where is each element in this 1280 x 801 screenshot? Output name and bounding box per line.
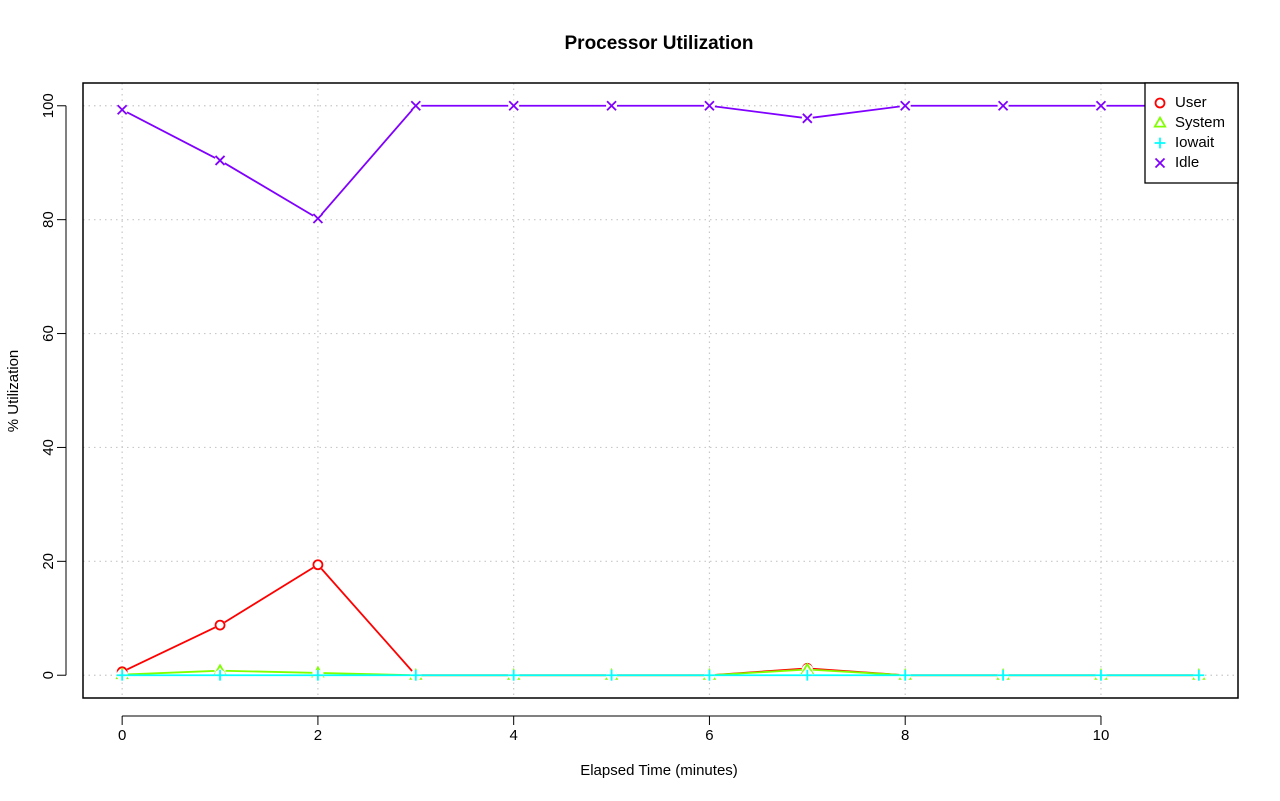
- legend-marker-system: [1153, 115, 1167, 128]
- x-tick-label: 10: [1093, 727, 1110, 744]
- data-point-user: [214, 619, 226, 631]
- data-point-iowait: [899, 669, 911, 681]
- y-axis: 0 20 40 60 80 100: [40, 93, 67, 679]
- x-tick-label: 0: [118, 727, 126, 744]
- legend-marker-iowait: [1154, 137, 1166, 149]
- y-tick-label: 0: [40, 671, 57, 679]
- series-line-user: [121, 563, 1199, 677]
- series-layer: [115, 100, 1206, 681]
- y-tick-label: 40: [40, 439, 57, 456]
- legend-marker-user: [1154, 97, 1166, 109]
- data-point-user: [312, 559, 324, 571]
- data-point-iowait: [1095, 669, 1107, 681]
- data-point-idle: [900, 100, 911, 111]
- legend-marker-idle: [1154, 157, 1166, 169]
- data-point-iowait: [997, 669, 1009, 681]
- x-tick-label: 4: [510, 727, 518, 744]
- legend-label-iowait: Iowait: [1175, 134, 1215, 151]
- legend-box: [1144, 82, 1239, 184]
- y-tick-label: 20: [40, 553, 57, 570]
- series-user: [116, 559, 1205, 681]
- series-line-idle: [121, 104, 1199, 220]
- legend-label-user: User: [1175, 94, 1207, 111]
- x-tick-label: 2: [314, 727, 322, 744]
- data-point-iowait: [801, 669, 813, 681]
- y-axis-label: % Utilization: [5, 350, 22, 433]
- data-point-iowait: [312, 669, 324, 681]
- data-point-idle: [214, 155, 226, 166]
- y-tick-label: 80: [40, 211, 57, 228]
- x-axis-label: Elapsed Time (minutes): [580, 762, 738, 779]
- data-point-idle: [117, 104, 128, 115]
- data-point-idle: [508, 100, 519, 111]
- data-point-iowait: [214, 669, 226, 681]
- legend: User System Iowait Idle: [1144, 82, 1239, 184]
- y-tick-label: 100: [40, 93, 57, 118]
- data-point-idle: [312, 213, 324, 224]
- data-point-idle: [606, 100, 617, 111]
- legend-label-idle: Idle: [1175, 154, 1199, 171]
- data-point-iowait: [704, 669, 715, 681]
- chart-title: Processor Utilization: [565, 33, 754, 54]
- data-point-idle: [410, 100, 421, 111]
- data-point-idle: [1095, 100, 1107, 111]
- data-point-iowait: [508, 669, 520, 681]
- data-point-idle: [997, 100, 1009, 111]
- series-iowait: [116, 669, 1205, 681]
- x-tick-label: 8: [901, 727, 909, 744]
- data-point-iowait: [606, 669, 617, 681]
- legend-label-system: System: [1175, 114, 1225, 131]
- series-system: [115, 662, 1206, 681]
- x-tick-label: 6: [705, 727, 713, 744]
- data-point-iowait: [410, 669, 422, 681]
- data-point-iowait: [116, 669, 128, 681]
- data-point-iowait: [1193, 669, 1205, 681]
- data-point-idle: [704, 100, 715, 111]
- data-point-idle: [802, 113, 813, 124]
- grid-lines: [83, 83, 1238, 698]
- y-tick-label: 60: [40, 325, 57, 342]
- series-idle: [116, 100, 1205, 225]
- x-axis: 0 2 4 6 8 10: [118, 715, 1110, 744]
- plot-frame: [82, 82, 1239, 699]
